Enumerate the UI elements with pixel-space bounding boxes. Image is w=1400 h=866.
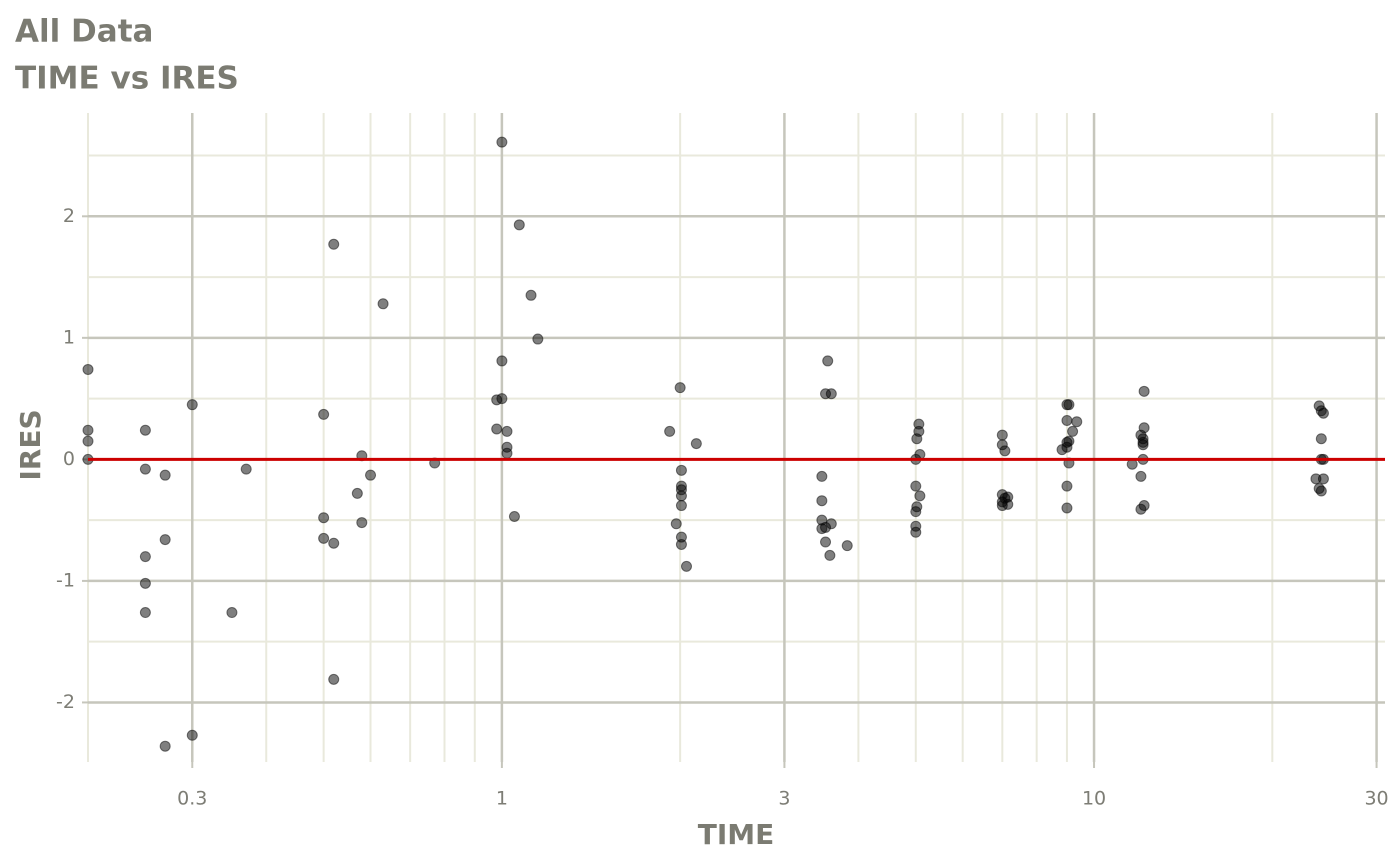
point <box>910 526 922 538</box>
y-tick-label: -1 <box>56 569 75 591</box>
point <box>690 438 702 450</box>
point <box>1315 485 1327 497</box>
point <box>1063 435 1075 447</box>
point <box>328 238 340 250</box>
point <box>159 740 171 752</box>
point <box>491 423 503 435</box>
point <box>1061 414 1073 426</box>
point <box>377 298 389 310</box>
chart-subtitle: TIME vs IRES <box>15 61 239 97</box>
point <box>318 512 330 524</box>
point <box>513 219 525 231</box>
point <box>226 607 238 619</box>
point <box>824 549 836 561</box>
point <box>356 517 368 529</box>
point <box>186 729 198 741</box>
point <box>186 399 198 411</box>
point <box>82 363 94 375</box>
point <box>1061 480 1073 492</box>
point <box>664 425 676 437</box>
point <box>670 518 682 530</box>
point <box>1138 385 1150 397</box>
y-tick-label: 2 <box>63 205 75 227</box>
y-tick-label: 1 <box>63 326 75 348</box>
grid: 0.3 1 3 10 30 -2 -1 0 1 2 <box>56 113 1389 810</box>
point <box>501 425 513 437</box>
point <box>675 500 687 512</box>
point <box>508 510 520 522</box>
point <box>1138 500 1150 512</box>
point <box>675 480 687 492</box>
point <box>816 495 828 507</box>
point <box>82 424 94 436</box>
point <box>910 480 922 492</box>
x-tick-label: 1 <box>496 788 508 810</box>
point <box>159 469 171 481</box>
chart-title: All Data <box>15 14 153 50</box>
point <box>999 445 1011 457</box>
point <box>1071 416 1083 428</box>
point <box>351 487 363 499</box>
point <box>496 136 508 148</box>
point <box>816 470 828 482</box>
point <box>1137 439 1149 451</box>
point <box>328 537 340 549</box>
x-axis-label: TIME <box>698 818 775 851</box>
point <box>139 607 151 619</box>
point <box>139 577 151 589</box>
point <box>911 501 923 513</box>
point <box>1061 502 1073 514</box>
point <box>1317 473 1329 485</box>
y-axis-label: IRES <box>14 409 47 480</box>
point <box>996 429 1008 441</box>
point <box>159 534 171 546</box>
point <box>501 447 513 459</box>
point <box>675 531 687 543</box>
point <box>496 393 508 405</box>
point <box>825 388 837 400</box>
point <box>1063 399 1075 411</box>
y-tick-label: -2 <box>56 691 75 713</box>
point <box>82 435 94 447</box>
x-tick-label: 10 <box>1082 788 1106 810</box>
point <box>318 532 330 544</box>
x-tick-label: 30 <box>1364 788 1388 810</box>
point <box>841 540 853 552</box>
point <box>525 289 537 301</box>
point <box>139 551 151 563</box>
point <box>1067 425 1079 437</box>
point <box>1315 433 1327 445</box>
point <box>822 355 834 367</box>
point <box>1135 470 1147 482</box>
point <box>318 408 330 420</box>
x-tick-label: 3 <box>778 788 790 810</box>
point <box>913 418 925 430</box>
point <box>914 490 926 502</box>
point <box>1138 422 1150 434</box>
point <box>365 469 377 481</box>
x-tick-label: 0.3 <box>177 788 207 810</box>
point <box>240 463 252 475</box>
point <box>1002 498 1014 510</box>
point <box>674 382 686 394</box>
point <box>820 536 832 548</box>
point <box>532 333 544 345</box>
point <box>825 518 837 530</box>
point <box>328 673 340 685</box>
point <box>680 560 692 572</box>
plot-area <box>82 136 1385 752</box>
point <box>1317 407 1329 419</box>
point <box>496 355 508 367</box>
y-tick-label: 0 <box>63 448 75 470</box>
point <box>675 464 687 476</box>
point <box>139 463 151 475</box>
point <box>139 424 151 436</box>
